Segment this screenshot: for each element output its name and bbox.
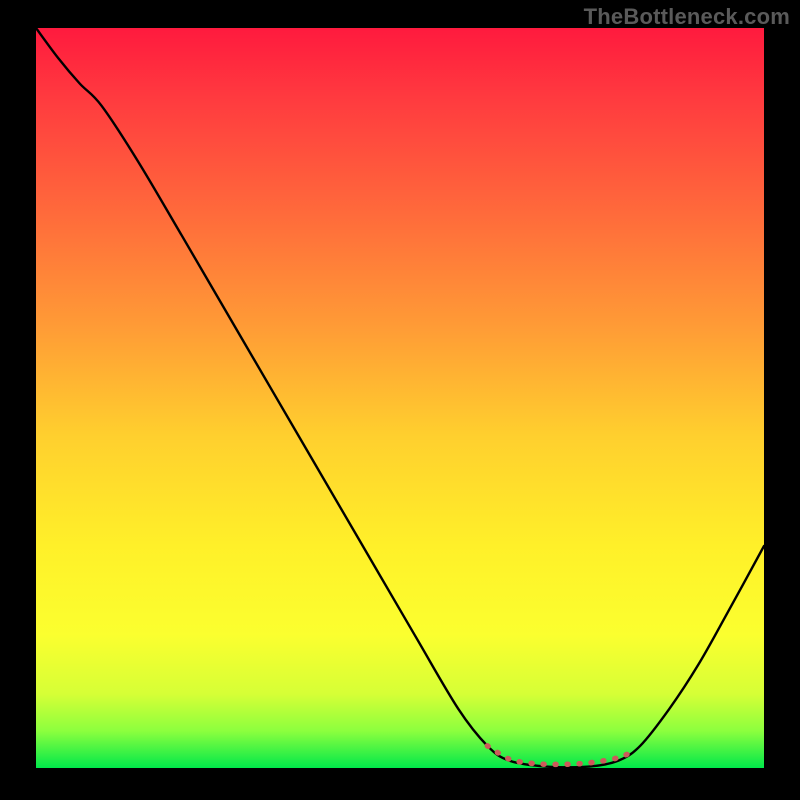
plot-background bbox=[36, 28, 764, 768]
chart-stage: { "meta": { "watermark": "TheBottleneck.… bbox=[0, 0, 800, 800]
chart-svg bbox=[0, 0, 800, 800]
